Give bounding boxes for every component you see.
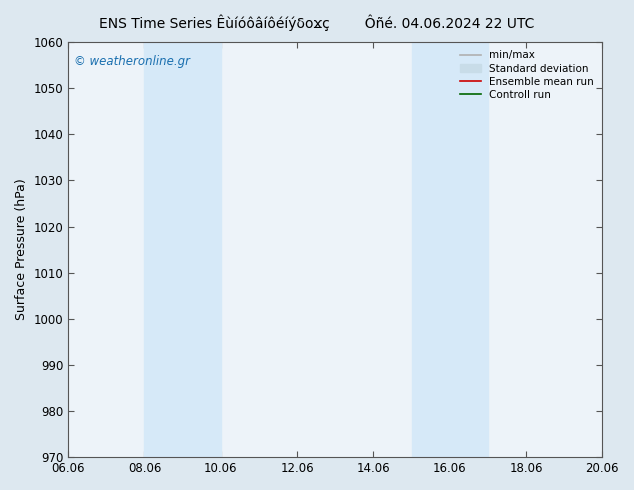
Text: ENS Time Series Êùíóôâíôéíýδοϫç        Ôñé. 04.06.2024 22 UTC: ENS Time Series Êùíóôâíôéíýδοϫç Ôñé. 04.…	[100, 15, 534, 31]
Y-axis label: Surface Pressure (hPa): Surface Pressure (hPa)	[15, 179, 28, 320]
Legend: min/max, Standard deviation, Ensemble mean run, Controll run: min/max, Standard deviation, Ensemble me…	[457, 47, 597, 103]
Bar	[411, 42, 488, 457]
Bar	[145, 42, 221, 457]
Text: © weatheronline.gr: © weatheronline.gr	[74, 54, 190, 68]
